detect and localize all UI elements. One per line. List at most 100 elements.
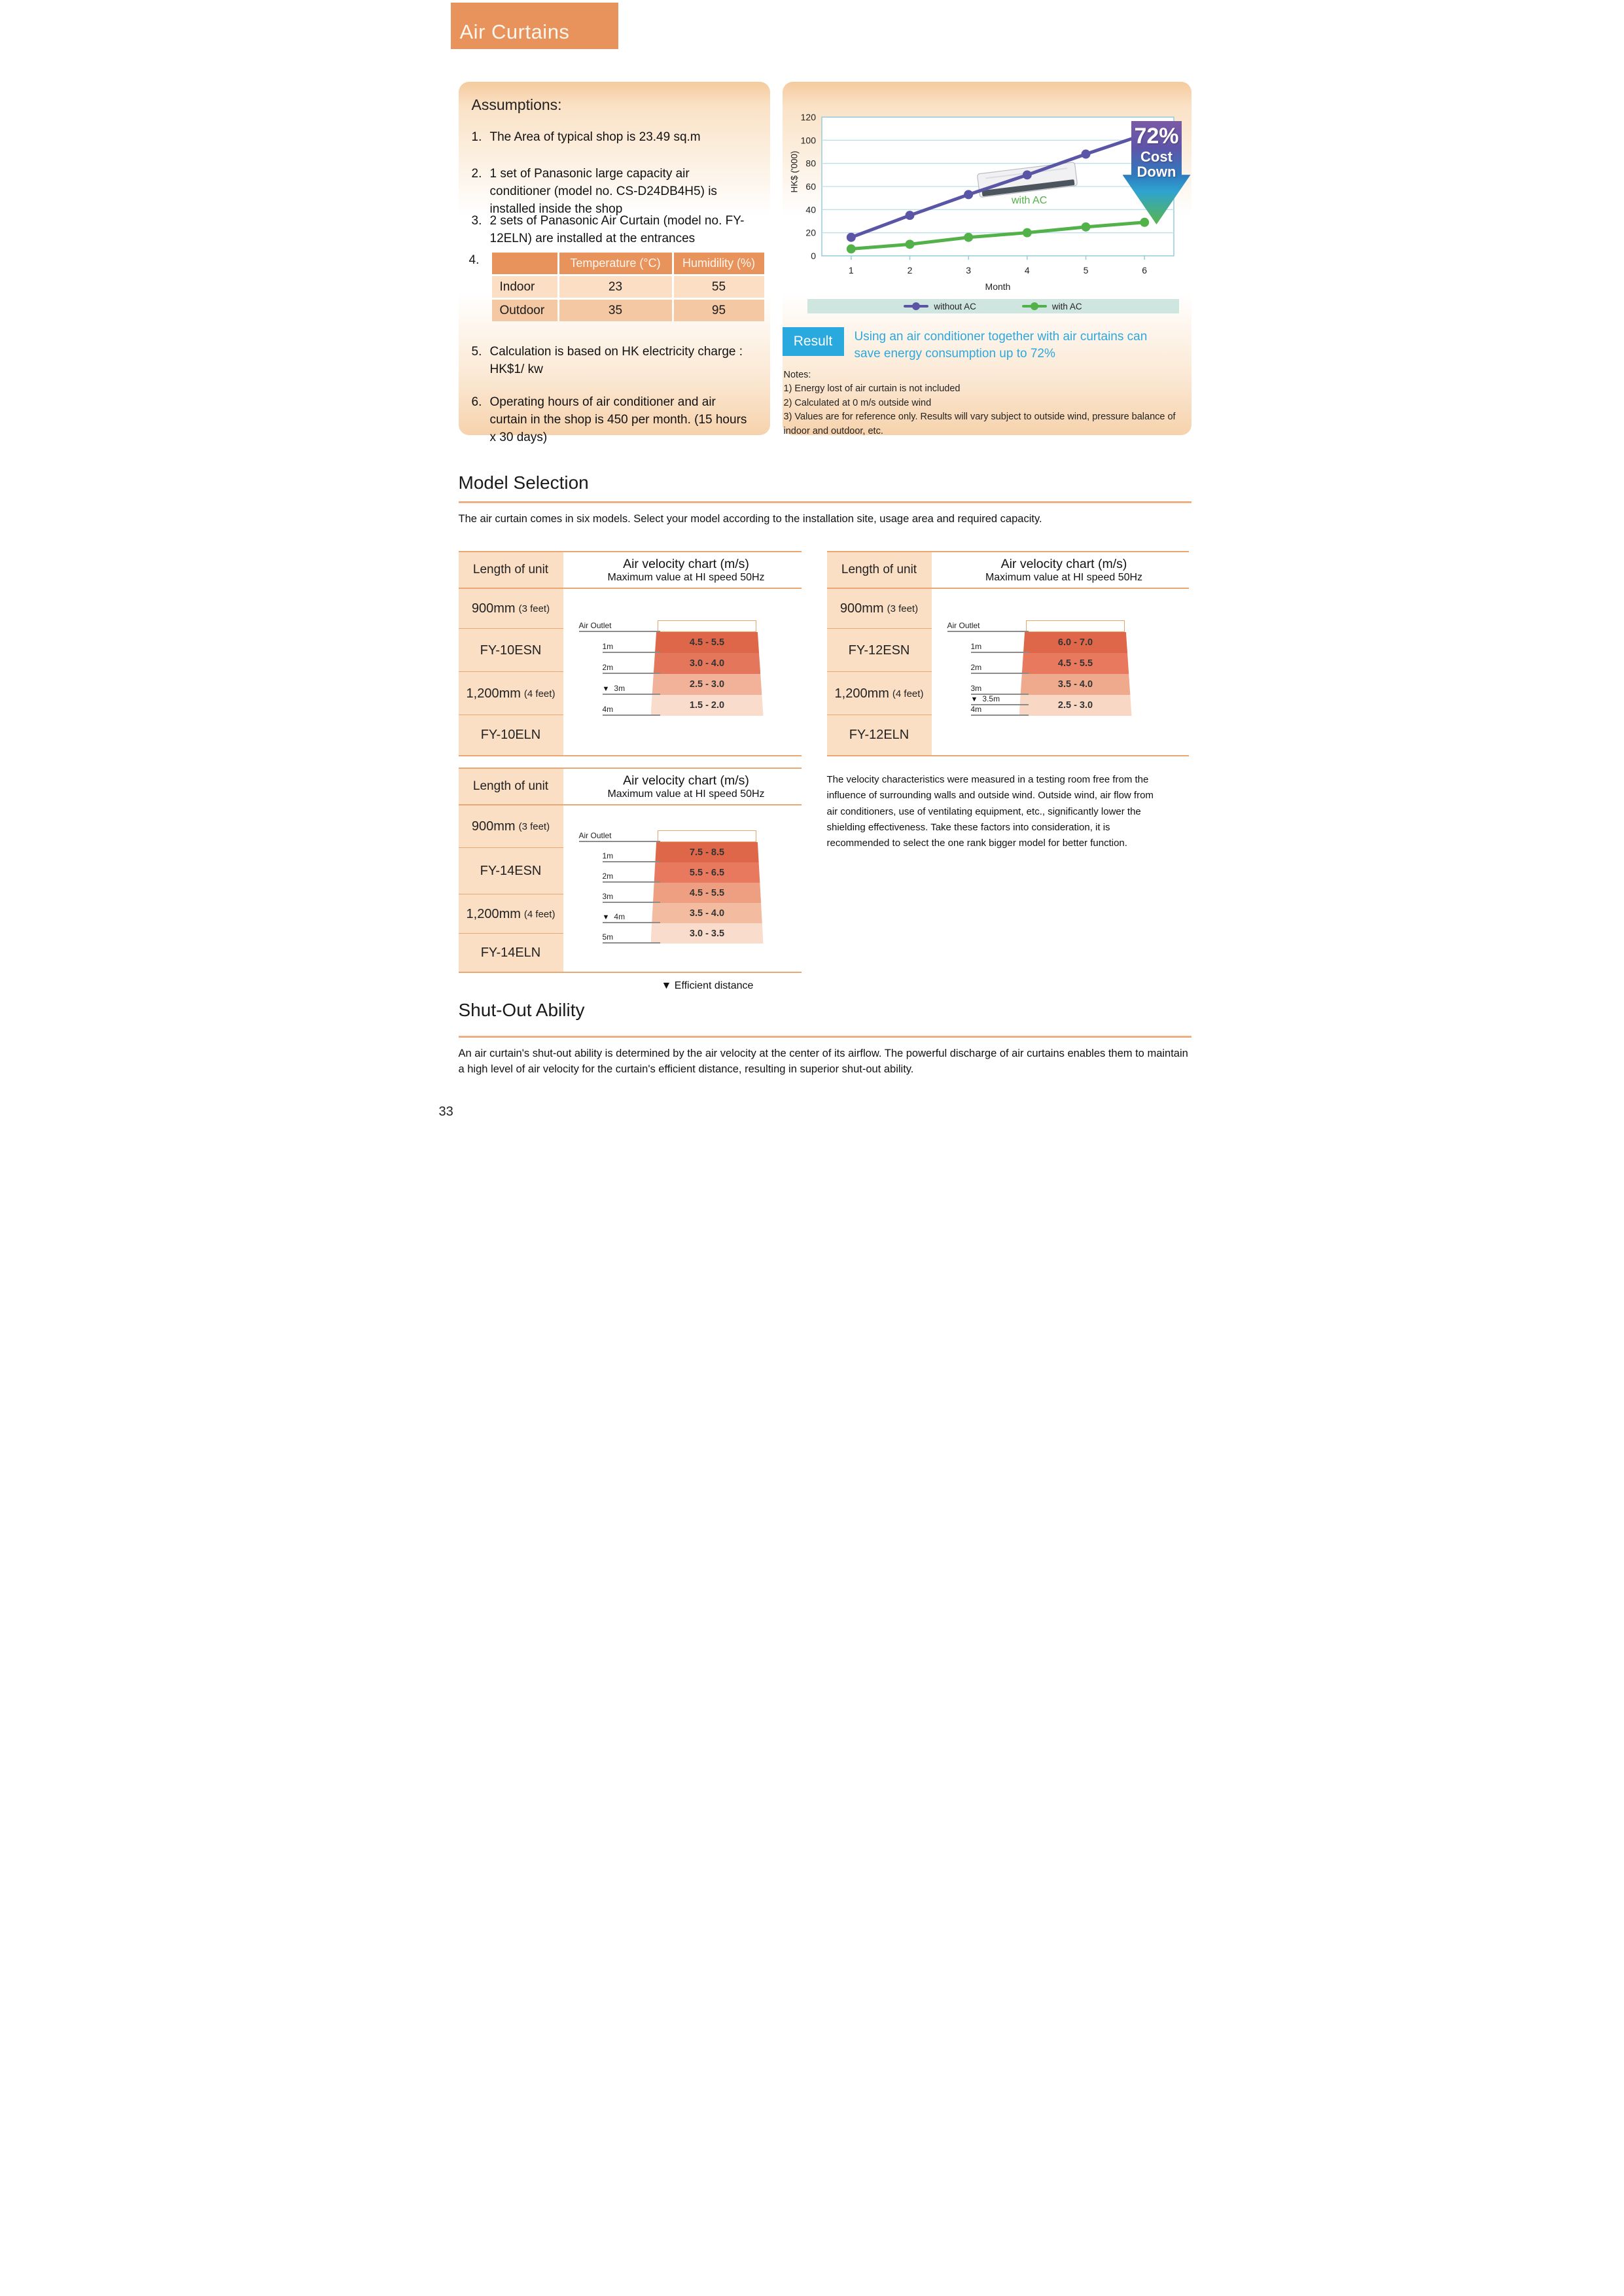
table-row-label: Outdoor	[491, 300, 557, 321]
velocity-table-fy10: Length of unit Air velocity chart (m/s) Ma…	[458, 551, 802, 756]
table-row: Indoor 23 55	[491, 276, 764, 298]
distance-label: 2m	[602, 872, 614, 881]
table-border	[826, 588, 1189, 589]
distance-marker: 2m	[970, 662, 1029, 674]
distance-label: 3m	[970, 684, 982, 693]
assumption-item-number: 3.	[471, 214, 482, 228]
svg-text:Month: Month	[985, 281, 1010, 292]
velocity-range: 3.5 - 4.0	[1057, 679, 1093, 690]
model-name: 900mm	[839, 601, 884, 616]
velocity-range: 3.5 - 4.0	[689, 908, 725, 919]
table-border	[458, 768, 802, 769]
legend-item: with AC	[1021, 301, 1082, 311]
svg-text:0: 0	[811, 251, 816, 261]
table-column-header: Humidility (%)	[673, 253, 764, 274]
model-row-label: 1,200mm (4 feet)	[458, 894, 563, 934]
model-name: 900mm	[471, 819, 516, 834]
distance-marker: Air Outlet	[578, 620, 660, 632]
distance-marker: 2m	[602, 662, 660, 674]
table-value-cell: 23	[559, 276, 672, 298]
distance-label: ▼ 4m	[602, 912, 626, 921]
table-row-label: Indoor	[491, 276, 557, 298]
velocity-range: 3.0 - 3.5	[689, 928, 725, 939]
note-line: 2) Calculated at 0 m/s outside wind	[783, 397, 932, 408]
velocity-band: 3.5 - 4.0	[1019, 674, 1132, 695]
velocity-range: 2.5 - 3.0	[1057, 700, 1093, 711]
distance-label: ▼ 3m	[602, 684, 626, 693]
distance-label: 1m	[602, 851, 614, 860]
distance-label: 1m	[602, 642, 614, 651]
table-border	[458, 755, 802, 756]
air-velocity-subtitle: Maximum value at HI speed 50Hz	[607, 571, 765, 583]
model-row-label: FY-10ESN	[458, 629, 563, 672]
distance-marker: 3m	[970, 683, 1029, 695]
air-velocity-chart: 7.5 - 8.5 5.5 - 6.5 4.5 - 5.5 3.5 - 4.0 3.0 …	[571, 805, 802, 972]
velocity-band: 2.5 - 3.0	[650, 674, 764, 695]
air-velocity-chart: 4.5 - 5.5 3.0 - 4.0 2.5 - 3.0 1.5 - 2.0 Air …	[571, 589, 802, 755]
velocity-band: 4.5 - 5.5	[650, 883, 764, 903]
svg-text:3: 3	[966, 265, 971, 275]
notes-heading: Notes:	[783, 370, 811, 380]
model-selection-intro: The air curtain comes in six models. Sel…	[458, 513, 1042, 525]
velocity-table-rows: 900mm (3 feet) FY-14ESN 1,200mm (4 feet) FY-1…	[458, 805, 802, 972]
assumption-item-text: Calculation is based on HK electricity c…	[489, 345, 743, 376]
velocity-range: 4.5 - 5.5	[689, 887, 725, 898]
table-column-header: Temperature (°C)	[559, 253, 672, 274]
distance-marker: Air Outlet	[578, 830, 660, 842]
velocity-table-rows: 900mm (3 feet) FY-10ESN 1,200mm (4 feet) FY-1…	[458, 589, 802, 755]
efficient-distance-icon: ▼	[602, 685, 610, 693]
distance-marker: 3m	[602, 891, 660, 903]
distance-marker: Air Outlet	[947, 620, 1029, 632]
velocity-trapezoid: 7.5 - 8.5 5.5 - 6.5 4.5 - 5.5 3.5 - 4.0 3.0 …	[650, 842, 764, 944]
svg-text:80: 80	[805, 158, 816, 169]
result-row: Result Using an air conditioner together…	[782, 327, 1162, 362]
model-row-label: FY-14ELN	[458, 934, 563, 972]
page-title-banner: Air Curtains	[450, 3, 618, 49]
legend-label: with AC	[1051, 301, 1082, 311]
result-label-box: Result	[782, 327, 844, 356]
assumption-item: 1. The Area of typical shop is 23.49 sq.m	[472, 129, 701, 147]
air-velocity-header: Air velocity chart (m/s) Maximum value at…	[571, 552, 802, 588]
velocity-table-header: Length of unit Air velocity chart (m/s) Ma…	[826, 552, 1189, 588]
distance-marker: 1m	[970, 641, 1029, 653]
legend-label: without AC	[934, 301, 976, 311]
velocity-range: 7.5 - 8.5	[689, 847, 725, 858]
table-border	[458, 551, 802, 552]
model-size-note: (3 feet)	[518, 821, 550, 832]
length-of-unit-header: Length of unit	[458, 769, 563, 804]
distance-label: Air Outlet	[947, 621, 980, 630]
assumption-item-text: 2 sets of Panasonic Air Curtain (model n…	[489, 214, 745, 245]
velocity-table-rows: 900mm (3 feet) FY-12ESN 1,200mm (4 feet) FY-1…	[826, 589, 1189, 755]
energy-chart-panel: HK$ ('000) 0 20 40 60 80 100 120 1 2 3 4 5 6 Month wit…	[782, 82, 1192, 436]
svg-text:2: 2	[907, 265, 912, 275]
velocity-range: 6.0 - 7.0	[1057, 637, 1093, 648]
velocity-band: 3.0 - 3.5	[650, 923, 764, 944]
model-size-note: (4 feet)	[523, 908, 556, 920]
length-of-unit-header: Length of unit	[458, 552, 563, 588]
velocity-band: 5.5 - 6.5	[650, 862, 764, 883]
velocity-trapezoid: 4.5 - 5.5 3.0 - 4.0 2.5 - 3.0 1.5 - 2.0	[650, 632, 764, 716]
svg-text:6: 6	[1142, 265, 1147, 275]
velocity-band: 4.5 - 5.5	[650, 632, 764, 653]
model-size-note: (4 feet)	[892, 688, 924, 699]
air-velocity-title: Air velocity chart (m/s)	[623, 773, 749, 788]
svg-text:1: 1	[848, 265, 853, 275]
energy-cost-line-chart: 0 20 40 60 80 100 120 1 2 3 4 5 6 Month with AC	[790, 112, 1183, 294]
assumption-item: 2. 1 set of Panasonic large capacity air …	[472, 166, 752, 219]
assumption-item: 6. Operating hours of air conditioner and…	[472, 394, 752, 447]
svg-text:100: 100	[800, 135, 816, 145]
distance-label: 2m	[970, 663, 982, 672]
model-row-label: 900mm (3 feet)	[826, 589, 932, 629]
note-line: 3) Values are for reference only. Result…	[783, 412, 1176, 436]
distance-label: 3m	[602, 892, 614, 901]
velocity-table-fy12: Length of unit Air velocity chart (m/s) Ma…	[826, 551, 1189, 756]
legend-line-sample	[1021, 302, 1047, 310]
velocity-range: 4.5 - 5.5	[689, 637, 725, 648]
velocity-band: 4.5 - 5.5	[1019, 653, 1132, 674]
distance-marker: 5m	[602, 932, 660, 944]
assumption-item-4: 4. Temperature (°C) Humidility (%) Indoor 2…	[469, 251, 766, 323]
efficient-distance-caption: ▼ Efficient distance	[661, 980, 754, 991]
air-velocity-subtitle: Maximum value at HI speed 50Hz	[985, 571, 1143, 583]
velocity-range: 5.5 - 6.5	[689, 867, 725, 878]
assumption-item-number: 2.	[471, 167, 482, 181]
